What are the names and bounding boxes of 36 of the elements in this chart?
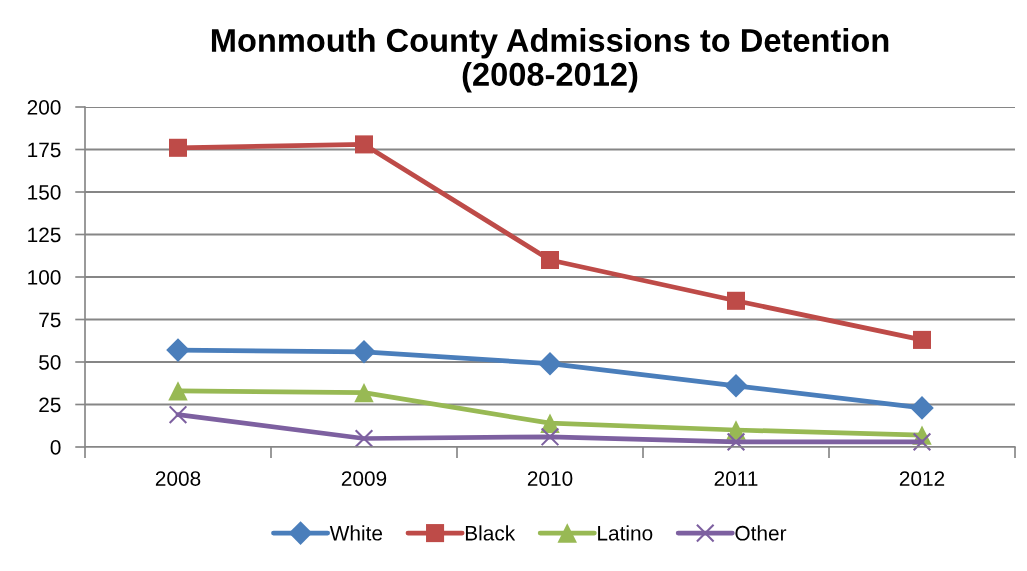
x-tick-label: 2008: [155, 471, 201, 486]
y-tick-label: 100: [28, 270, 61, 285]
x-tick-label: 2009: [341, 471, 387, 486]
point: [354, 429, 374, 448]
point: [352, 340, 376, 364]
x-tick-label: 2012: [899, 471, 945, 486]
y-tick-label: 150: [28, 185, 61, 200]
y-tick-label: 200: [27, 100, 61, 115]
point: [540, 250, 560, 270]
chart-title: Monmouth County Admissions to Detention (2008-2012): [211, 28, 889, 93]
point: [912, 432, 932, 452]
point: [354, 382, 374, 403]
point: [726, 291, 746, 310]
point: [168, 138, 188, 157]
y-tick-label: 75: [39, 312, 61, 328]
point: [724, 374, 748, 398]
point: [540, 427, 560, 447]
y-tick-label: 0: [50, 440, 61, 455]
legend-label: Latino: [598, 525, 653, 541]
point: [168, 381, 188, 401]
x-tick-label: 2011: [714, 471, 758, 486]
point: [354, 135, 374, 154]
y-tick-label: 125: [28, 227, 61, 243]
y-tick-label: 50: [39, 355, 61, 370]
legend-label: Black: [465, 525, 516, 541]
legend-label: White: [329, 525, 383, 541]
point: [166, 338, 190, 362]
point: [910, 396, 934, 420]
y-tick-label: 25: [39, 397, 61, 413]
point: [538, 351, 562, 376]
y-tick-label: 175: [28, 142, 61, 158]
point: [912, 330, 932, 349]
x-tick-label: 2010: [527, 471, 573, 486]
legend-label: Other: [735, 525, 787, 541]
point: [168, 405, 188, 425]
point: [726, 432, 746, 452]
